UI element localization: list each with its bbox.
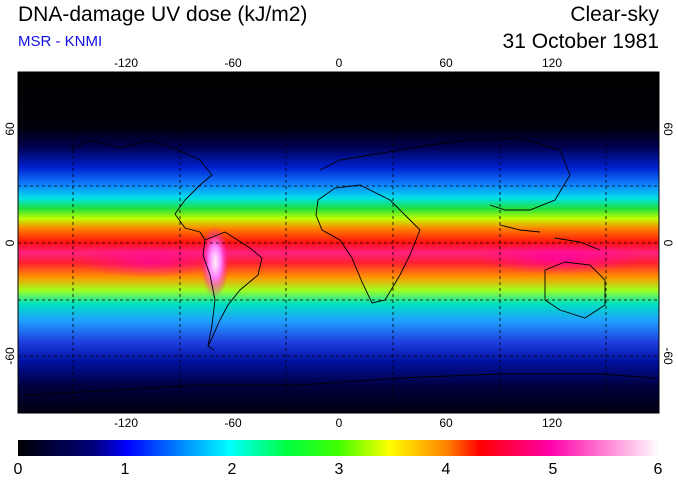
colorbar-label-0: 0 [14,461,23,478]
top-longitude-labels: -120 -60 0 60 120 [114,56,562,70]
lat-label-right-2: 0 [661,240,675,247]
south-america-west-coast [202,239,216,347]
right-latitude-labels: 60 0 -60 [661,122,675,365]
bottom-longitude-labels: -120 -60 0 60 120 [114,416,562,430]
australia-high-dose-area [480,242,640,274]
lon-label-top-3: 0 [336,56,343,70]
pacific-high-dose-area [80,246,220,278]
colorbar-label-3: 3 [335,461,344,478]
map-title: DNA-damage UV dose (kJ/m2) [18,3,308,26]
sky-condition-label: Clear-sky [570,3,659,26]
lon-label-top-1: -120 [114,56,138,70]
colorbar-label-2: 2 [228,461,237,478]
lat-label-right-3: -60 [661,347,675,365]
australia-coast [544,261,606,319]
lon-label-bottom-1: -120 [114,416,138,430]
colorbar-labels: 0 1 2 3 4 5 6 [14,461,663,478]
source-label: MSR - KNMI [18,33,103,50]
eurasia-coast [319,137,571,211]
colorbar-label-6: 6 [654,461,663,478]
africa-coast [315,184,421,304]
left-latitude-labels: 60 0 -60 [3,122,17,365]
lon-label-bottom-5: 120 [542,416,562,430]
lat-label-left-1: 60 [3,122,17,136]
colorbar-label-4: 4 [442,461,451,478]
lat-label-left-3: -60 [3,347,17,365]
date-label: 31 October 1981 [502,30,659,53]
lon-label-top-2: -60 [224,56,242,70]
lon-label-bottom-3: 0 [336,416,343,430]
antarctica-coast [24,373,656,396]
lon-label-top-4: 60 [439,56,453,70]
map-border [17,71,660,414]
colorbar [18,440,659,456]
southeast-asia-islands [499,224,601,251]
lon-label-top-5: 120 [542,56,562,70]
lat-label-right-1: 60 [661,122,675,136]
lon-label-bottom-4: 60 [439,416,453,430]
lat-label-left-2: 0 [3,239,17,246]
graticule [18,72,659,413]
colorbar-label-5: 5 [549,461,558,478]
colorbar-label-1: 1 [121,461,130,478]
lon-label-bottom-2: -60 [224,416,242,430]
north-america-coast [69,139,213,241]
